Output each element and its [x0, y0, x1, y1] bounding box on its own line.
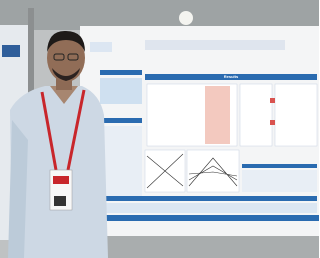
- page: Results (() => { const data = JSON.parse…: [0, 0, 319, 258]
- table-highlight: [205, 86, 230, 144]
- figure: [240, 84, 272, 146]
- chart: [187, 150, 239, 192]
- marker: [270, 120, 275, 125]
- poster-logo: [90, 42, 112, 52]
- section-bar: [100, 196, 317, 201]
- text-block: [100, 78, 142, 104]
- floor: [80, 236, 319, 258]
- marker: [270, 98, 275, 103]
- photo: Results: [0, 0, 319, 258]
- side-poster-logo: [2, 45, 20, 57]
- text-block: [100, 203, 317, 213]
- light: [179, 11, 193, 25]
- figure: [275, 84, 317, 146]
- poster-title: [145, 40, 285, 50]
- section-bar: [100, 118, 142, 123]
- ceiling: [0, 0, 319, 30]
- section-bar: [242, 164, 317, 168]
- footer-bar: [80, 215, 319, 221]
- section-heading: Results: [224, 74, 239, 79]
- badge-logo: [53, 176, 69, 184]
- badge-code: [54, 196, 66, 206]
- text-block: [242, 170, 317, 192]
- text-block: [100, 126, 142, 196]
- section-bar: [100, 70, 142, 75]
